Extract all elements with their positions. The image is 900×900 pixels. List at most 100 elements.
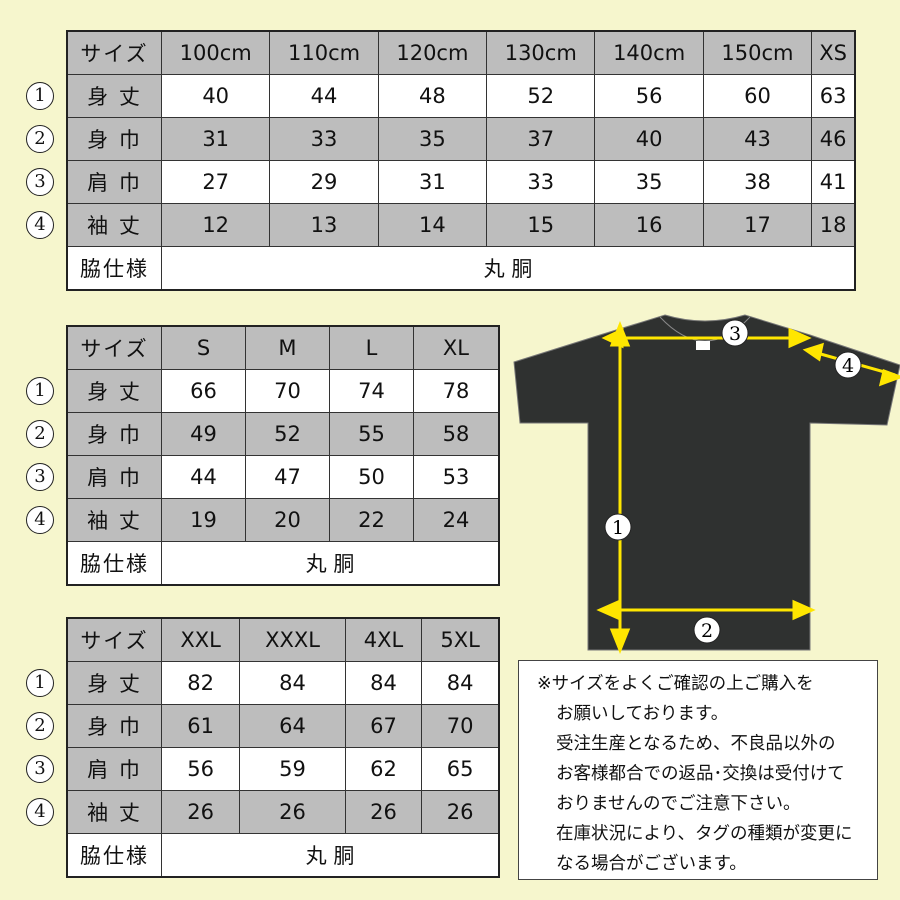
table-row: 身 丈 66 70 74 78 xyxy=(66,369,500,413)
size-header-label: サイズ xyxy=(66,325,162,370)
table-row: 肩 巾 56 59 62 65 xyxy=(66,747,500,791)
table-row: 身 巾 31 33 35 37 40 43 46 xyxy=(66,117,856,161)
table-row: 身 丈 40 44 48 52 56 60 63 xyxy=(66,74,856,118)
side-spec-row: 脇仕様丸 胴 xyxy=(66,541,500,586)
header-row: サイズ 100cm 110cm 120cm 130cm 140cm 150cm XS xyxy=(66,30,856,75)
measurement-value: 50 xyxy=(328,455,414,499)
measurement-value: 59 xyxy=(239,747,346,791)
measurement-label: 袖 丈 xyxy=(66,498,162,542)
table-row: 身 丈 82 84 84 84 xyxy=(66,661,500,705)
note-line: 受注生産となるため、不良品以外の xyxy=(556,734,836,754)
note-line: ※サイズをよくご確認の上ご購入を xyxy=(537,674,814,694)
measurement-value: 66 xyxy=(161,369,246,413)
measurement-value: 74 xyxy=(328,369,414,413)
measurement-value: 22 xyxy=(328,498,414,542)
side-spec-value: 丸 胴 xyxy=(161,246,856,291)
measurement-value: 26 xyxy=(421,790,500,834)
size-column-header: 4XL xyxy=(344,617,423,662)
row-marker: 3 xyxy=(26,755,54,783)
measurement-value: 48 xyxy=(377,74,488,118)
measurement-value: 40 xyxy=(594,117,704,161)
row-marker: 1 xyxy=(26,377,54,405)
table-row: 肩 巾 44 47 50 53 xyxy=(66,455,500,499)
table-row: 袖 丈 19 20 22 24 xyxy=(66,498,500,542)
size-table: サイズ S M L XL 身 丈 66 70 74 78 身 巾 49 52 55 58 肩 巾 44 47 50 5… xyxy=(66,325,500,586)
size-column-header: 100cm xyxy=(160,30,271,75)
measurement-value: 65 xyxy=(421,747,500,791)
measurement-value: 67 xyxy=(344,704,423,748)
marker-3-circle xyxy=(721,319,749,347)
measurement-value: 58 xyxy=(412,412,500,456)
measurement-value: 52 xyxy=(244,412,330,456)
measurement-value: 47 xyxy=(244,455,330,499)
side-spec-value: 丸 胴 xyxy=(161,541,500,586)
measurement-value: 16 xyxy=(594,203,704,247)
measurement-value: 46 xyxy=(811,117,856,161)
side-spec-value: 丸 胴 xyxy=(161,833,500,878)
row-marker: 4 xyxy=(26,211,54,239)
table-row: 身 巾 61 64 67 70 xyxy=(66,704,500,748)
size-column-header: 140cm xyxy=(594,30,704,75)
header-row: サイズ S M L XL xyxy=(66,325,500,370)
size-header-label: サイズ xyxy=(66,30,162,75)
measurement-label: 肩 巾 xyxy=(66,455,162,499)
measurement-label: 身 丈 xyxy=(66,74,162,118)
size-column-header: XXL xyxy=(160,617,241,662)
measurement-value: 31 xyxy=(377,160,488,204)
measurement-value: 24 xyxy=(412,498,500,542)
measurement-value: 84 xyxy=(239,661,346,705)
measurement-value: 52 xyxy=(486,74,596,118)
size-table: サイズ 100cm 110cm 120cm 130cm 140cm 150cm XS 身 丈 40… xyxy=(66,30,856,291)
size-header-label: サイズ xyxy=(66,617,162,662)
measurement-value: 13 xyxy=(269,203,379,247)
measurement-value: 27 xyxy=(160,160,271,204)
size-table: サイズ XXL XXXL 4XL 5XL 身 丈 82 84 84 84 身 巾 61 64 67 70 肩 … xyxy=(66,617,500,878)
note-line: お願いしております。 xyxy=(556,704,729,724)
table-row: 肩 巾 27 29 31 33 35 38 41 xyxy=(66,160,856,204)
measurement-value: 26 xyxy=(344,790,423,834)
measurement-value: 38 xyxy=(702,160,813,204)
measurement-value: 84 xyxy=(421,661,500,705)
table-row: 袖 丈 26 26 26 26 xyxy=(66,790,500,834)
measurement-value: 84 xyxy=(344,661,423,705)
tag xyxy=(696,341,710,350)
marker-1: 1 xyxy=(612,517,624,539)
measurement-value: 62 xyxy=(344,747,423,791)
measurement-value: 18 xyxy=(811,203,856,247)
measurement-value: 33 xyxy=(269,117,379,161)
marker-1-circle xyxy=(604,513,632,541)
size-column-header: 5XL xyxy=(421,617,500,662)
side-spec-row: 脇仕様丸 胴 xyxy=(66,246,856,291)
measurement-value: 29 xyxy=(269,160,379,204)
measurement-label: 身 丈 xyxy=(66,369,162,413)
size-column-header: 110cm xyxy=(269,30,379,75)
row-marker: 4 xyxy=(26,798,54,826)
header-row: サイズ XXL XXXL 4XL 5XL xyxy=(66,617,500,662)
measurement-value: 31 xyxy=(160,117,271,161)
marker-2: 2 xyxy=(701,620,713,642)
table-row: 袖 丈 12 13 14 15 16 17 18 xyxy=(66,203,856,247)
measurement-label: 身 巾 xyxy=(66,412,162,456)
measurement-value: 49 xyxy=(161,412,246,456)
side-spec-label: 脇仕様 xyxy=(66,833,162,878)
measurement-value: 70 xyxy=(421,704,500,748)
measurement-value: 53 xyxy=(412,455,500,499)
size-column-header: XXXL xyxy=(239,617,346,662)
measurement-value: 55 xyxy=(328,412,414,456)
tshirt-diagram: 1 2 3 4 xyxy=(513,314,900,655)
row-marker: 3 xyxy=(26,463,54,491)
size-column-header: S xyxy=(161,325,246,370)
row-marker: 3 xyxy=(26,168,54,196)
measurement-label: 身 巾 xyxy=(66,704,162,748)
measurement-value: 64 xyxy=(239,704,346,748)
side-spec-label: 脇仕様 xyxy=(66,246,162,291)
marker-3: 3 xyxy=(729,323,741,345)
measurement-label: 袖 丈 xyxy=(66,790,162,834)
row-marker: 2 xyxy=(26,420,54,448)
size-column-header: XS xyxy=(811,30,856,75)
size-column-header: 150cm xyxy=(702,30,813,75)
measurement-value: 56 xyxy=(160,747,241,791)
tshirt-shape xyxy=(513,314,900,651)
side-spec-row: 脇仕様丸 胴 xyxy=(66,833,500,878)
measurement-value: 44 xyxy=(161,455,246,499)
